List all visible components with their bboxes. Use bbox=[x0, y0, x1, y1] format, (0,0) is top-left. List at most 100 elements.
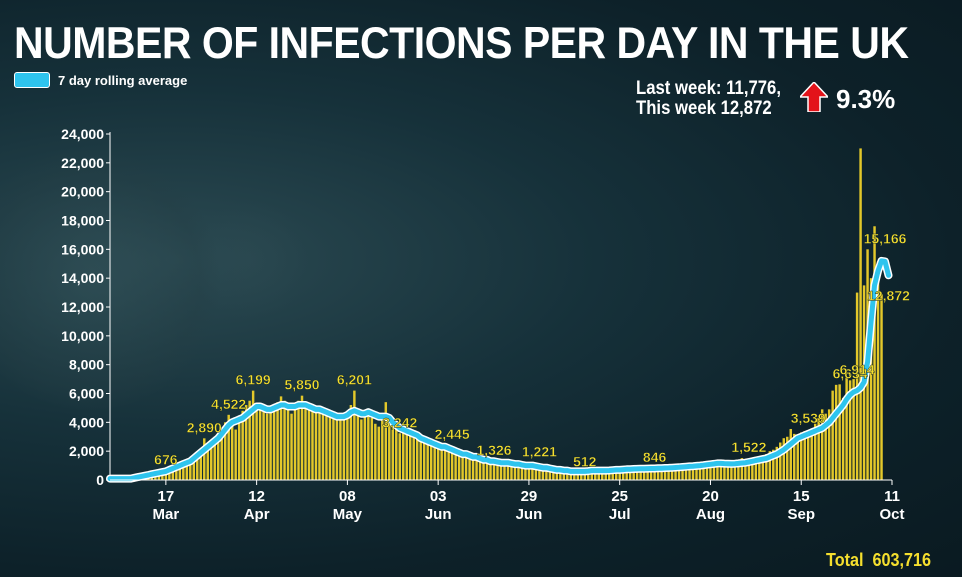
bar bbox=[395, 425, 398, 480]
bar bbox=[489, 461, 492, 480]
bar bbox=[733, 462, 737, 480]
bar bbox=[189, 461, 192, 480]
x-tick-month-label: May bbox=[333, 506, 363, 523]
data-labels: 676 2,890 4,522 6,199 5,850 6,201 3,242 2,445 1,… bbox=[154, 230, 910, 470]
background-virus-shape bbox=[190, 200, 310, 320]
bar bbox=[635, 469, 639, 480]
bar bbox=[618, 469, 621, 480]
bar bbox=[740, 458, 744, 480]
bar bbox=[566, 471, 569, 480]
legend-swatch bbox=[14, 72, 50, 88]
bar bbox=[217, 432, 220, 480]
bar bbox=[730, 464, 733, 480]
bar bbox=[782, 438, 785, 480]
y-tick-label: 2,000 bbox=[69, 443, 104, 459]
bar bbox=[796, 435, 799, 480]
bar bbox=[426, 442, 429, 480]
legend-label: 7 day rolling average bbox=[58, 72, 188, 88]
bar bbox=[251, 390, 255, 480]
bar bbox=[415, 436, 419, 480]
x-tick-day-label: 08 bbox=[339, 488, 356, 505]
y-tick-label: 6,000 bbox=[69, 386, 104, 402]
bar bbox=[346, 412, 349, 480]
bar bbox=[587, 472, 590, 480]
bar bbox=[628, 467, 632, 480]
bar bbox=[377, 426, 381, 480]
bar bbox=[332, 415, 335, 480]
bar bbox=[356, 415, 360, 480]
data-label: 846 bbox=[643, 449, 667, 465]
bar bbox=[545, 467, 548, 480]
bar bbox=[653, 469, 656, 480]
bar bbox=[234, 429, 237, 480]
bar bbox=[709, 464, 712, 480]
bar bbox=[360, 419, 363, 480]
bar bbox=[517, 465, 520, 480]
bar bbox=[210, 441, 213, 480]
bar bbox=[555, 469, 559, 480]
bar bbox=[642, 468, 646, 480]
bar bbox=[436, 445, 440, 480]
data-label: 1,326 bbox=[476, 442, 511, 458]
x-tick-day-label: 17 bbox=[158, 488, 175, 505]
last-week-text: Last week: 11,776, bbox=[636, 78, 782, 99]
bar bbox=[597, 470, 600, 480]
bar bbox=[632, 469, 635, 480]
bar bbox=[604, 469, 607, 480]
bar bbox=[241, 410, 244, 480]
total-cases: Total 603,716 bbox=[826, 550, 940, 571]
bar bbox=[503, 461, 506, 480]
bar bbox=[779, 442, 782, 480]
total-value: 603,716 bbox=[872, 550, 932, 570]
bar bbox=[719, 462, 723, 480]
bar bbox=[841, 397, 845, 480]
bar bbox=[499, 461, 503, 480]
data-label: 4,522 bbox=[211, 396, 246, 412]
x-tick-month-label: Sep bbox=[787, 506, 815, 523]
bar bbox=[806, 433, 810, 480]
bar bbox=[639, 469, 642, 480]
bar bbox=[845, 377, 848, 480]
data-label: 2,445 bbox=[435, 426, 470, 442]
bar bbox=[674, 468, 677, 480]
bar bbox=[196, 454, 199, 480]
bar bbox=[751, 459, 754, 480]
bar bbox=[171, 469, 175, 480]
bar bbox=[311, 410, 314, 480]
bar bbox=[772, 449, 775, 480]
data-label: 512 bbox=[573, 454, 597, 470]
bar bbox=[440, 446, 443, 480]
y-tick-label: 18,000 bbox=[61, 213, 104, 229]
bar bbox=[374, 423, 377, 480]
data-label: 6,634 bbox=[833, 365, 868, 381]
bar bbox=[583, 472, 587, 480]
bar bbox=[353, 390, 356, 480]
bar bbox=[342, 416, 346, 480]
bar bbox=[478, 458, 482, 480]
bar bbox=[573, 472, 576, 480]
bar bbox=[520, 464, 524, 480]
bar bbox=[157, 474, 161, 480]
bar bbox=[527, 465, 531, 480]
bar bbox=[688, 467, 691, 480]
bar bbox=[409, 433, 412, 480]
bar bbox=[649, 468, 653, 480]
bar bbox=[716, 464, 719, 480]
bar bbox=[276, 402, 279, 480]
bar bbox=[304, 403, 307, 480]
bar bbox=[443, 446, 447, 480]
legend: 7 day rolling average bbox=[14, 72, 187, 88]
y-tick-label: 24,000 bbox=[61, 126, 104, 142]
data-label: 6,199 bbox=[236, 372, 271, 388]
data-label: 12,872 bbox=[867, 287, 910, 303]
bar bbox=[482, 460, 485, 480]
bar bbox=[220, 428, 223, 480]
bar bbox=[422, 441, 426, 480]
bar bbox=[185, 462, 189, 480]
bar bbox=[873, 226, 876, 480]
bar bbox=[737, 461, 740, 480]
bar bbox=[339, 419, 342, 480]
x-tick-day-label: 29 bbox=[521, 488, 538, 505]
bar bbox=[192, 458, 196, 480]
